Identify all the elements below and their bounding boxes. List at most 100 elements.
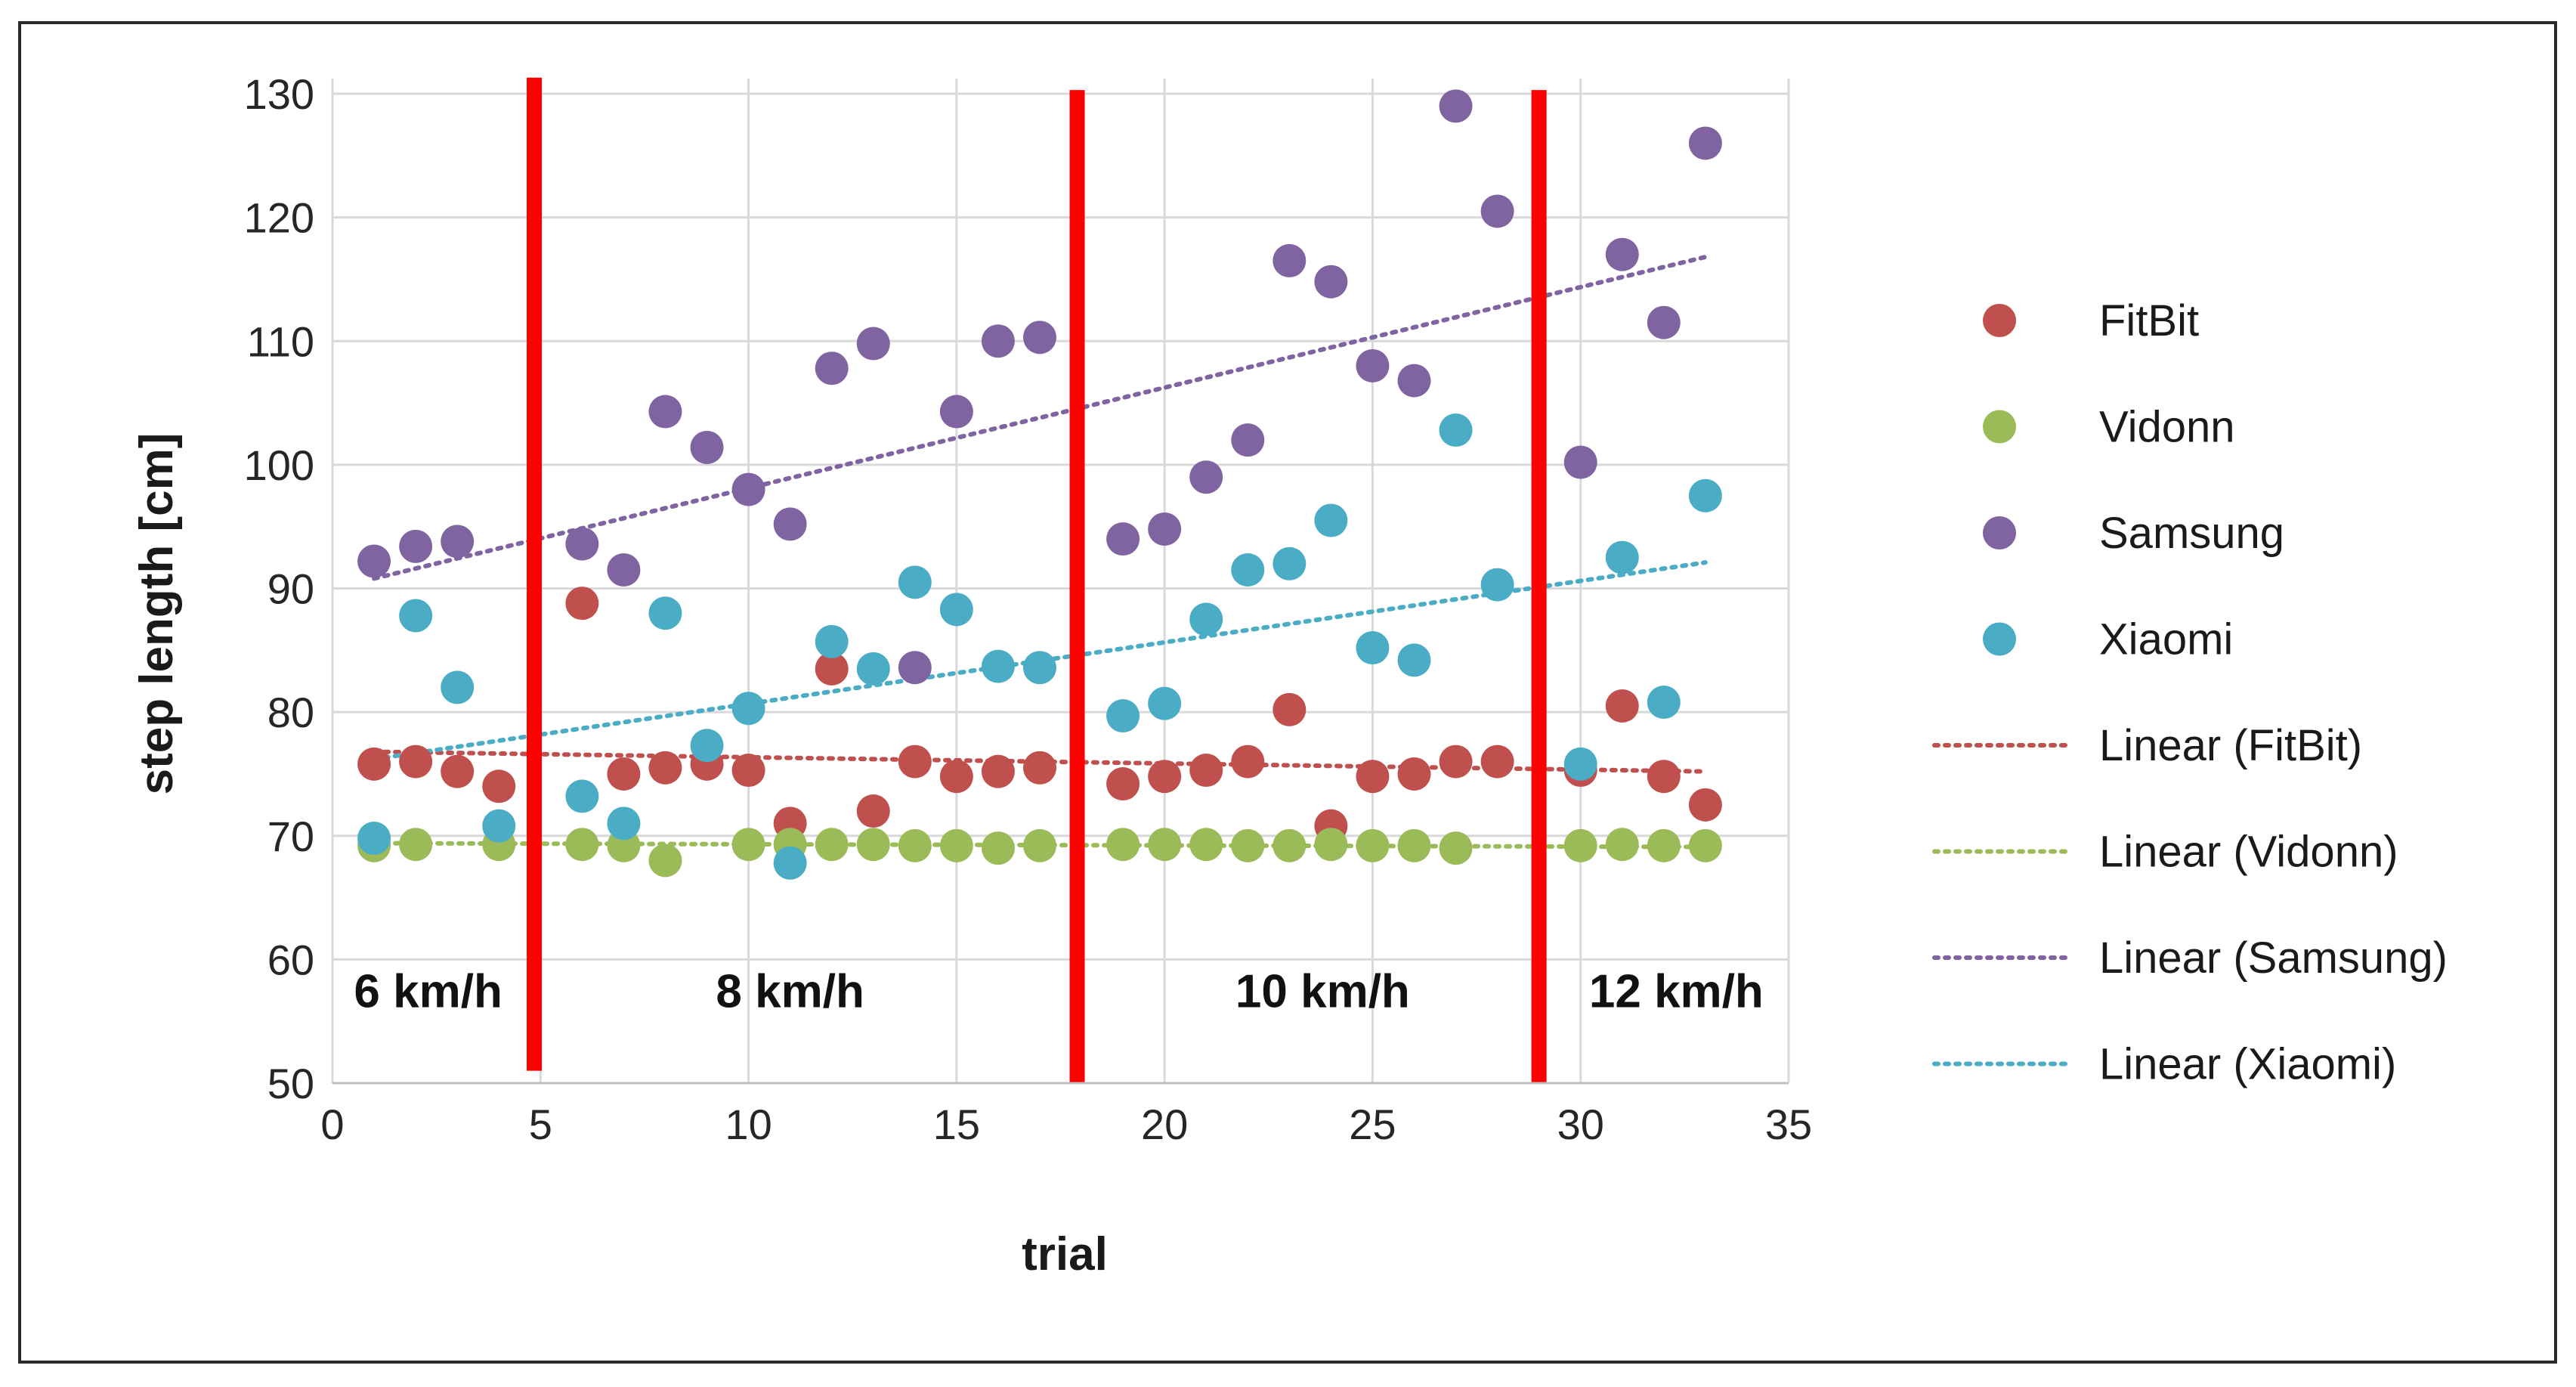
data-point-samsung	[1605, 237, 1639, 271]
data-point-samsung	[1022, 320, 1056, 354]
data-point-xiaomi	[773, 846, 807, 880]
data-point-fitbit	[565, 587, 599, 621]
x-tick-label: 25	[1349, 1101, 1396, 1148]
legend-marker-vidonn	[1983, 410, 2016, 444]
data-point-vidonn	[1314, 828, 1348, 862]
data-point-xiaomi	[482, 809, 516, 843]
y-tick-label: 130	[244, 70, 314, 118]
data-point-fitbit	[731, 754, 765, 788]
data-point-xiaomi	[1480, 568, 1514, 602]
legend-label: Linear (Vidonn)	[2099, 828, 2398, 877]
data-point-xiaomi	[690, 729, 724, 763]
data-point-vidonn	[1231, 828, 1265, 862]
y-tick-label: 90	[267, 565, 314, 613]
data-point-samsung	[1563, 445, 1597, 479]
y-axis-title: step length [cm]	[131, 433, 183, 795]
data-point-fitbit	[357, 747, 391, 781]
data-point-samsung	[1688, 126, 1722, 160]
data-point-xiaomi	[607, 807, 641, 841]
data-point-xiaomi	[1314, 503, 1348, 537]
data-point-fitbit	[939, 760, 973, 794]
y-tick-label: 110	[247, 317, 314, 365]
y-tick-label: 80	[267, 689, 314, 736]
data-point-vidonn	[1397, 828, 1431, 862]
data-point-samsung	[773, 507, 807, 541]
legend: FitBit Vidonn Samsung Xiaomi Linear (FitBit)…	[1932, 296, 2448, 1089]
x-tick-label: 30	[1557, 1101, 1604, 1148]
data-point-fitbit	[856, 794, 890, 828]
speed-label: 8 km/h	[716, 966, 864, 1018]
data-point-vidonn	[856, 828, 890, 862]
data-point-samsung	[939, 395, 973, 429]
data-point-fitbit	[815, 652, 849, 686]
data-point-xiaomi	[981, 649, 1015, 683]
data-point-vidonn	[1605, 828, 1639, 862]
data-point-xiaomi	[939, 593, 973, 627]
data-point-samsung	[1148, 512, 1182, 546]
data-point-vidonn	[1189, 828, 1223, 862]
data-point-fitbit	[648, 751, 682, 785]
legend-marker-samsung	[1983, 516, 2016, 550]
data-point-vidonn	[815, 828, 849, 862]
data-point-xiaomi	[441, 670, 475, 704]
data-point-xiaomi	[1647, 686, 1681, 720]
axis-layer: 0 5 10 15 20 25 30 35 50 60 70 80 90 100 110 120 130	[244, 70, 1813, 1148]
data-point-fitbit	[1397, 757, 1431, 791]
trendline-xiaomi	[372, 560, 1708, 762]
data-point-samsung	[399, 529, 433, 563]
y-tick-label: 120	[244, 194, 314, 242]
x-tick-label: 20	[1141, 1101, 1188, 1148]
data-point-samsung	[690, 430, 724, 464]
data-point-vidonn	[1022, 828, 1056, 862]
data-point-samsung	[607, 553, 641, 587]
data-point-fitbit	[441, 754, 475, 788]
y-tick-label: 100	[244, 441, 314, 489]
legend-marker-fitbit	[1983, 304, 2016, 337]
x-tick-label: 15	[933, 1101, 980, 1148]
data-point-xiaomi	[565, 779, 599, 813]
data-point-fitbit	[1356, 760, 1390, 794]
x-tick-label: 35	[1765, 1101, 1812, 1148]
speed-label: 6 km/h	[354, 966, 502, 1018]
data-point-xiaomi	[648, 596, 682, 630]
data-point-vidonn	[939, 828, 973, 862]
data-point-fitbit	[1231, 745, 1265, 779]
data-point-samsung	[815, 351, 849, 385]
legend-marker-xiaomi	[1983, 622, 2016, 656]
data-point-samsung	[1356, 348, 1390, 382]
data-point-samsung	[1314, 265, 1348, 299]
data-point-xiaomi	[1688, 478, 1722, 512]
data-point-fitbit	[607, 757, 641, 791]
data-point-vidonn	[1439, 831, 1473, 865]
data-point-xiaomi	[815, 624, 849, 658]
legend-label: Samsung	[2099, 509, 2284, 558]
data-point-vidonn	[981, 831, 1015, 865]
data-point-samsung	[1106, 522, 1140, 556]
data-point-xiaomi	[1356, 631, 1390, 665]
data-point-xiaomi	[357, 822, 391, 856]
data-point-xiaomi	[731, 692, 765, 726]
trendline-samsung	[372, 254, 1708, 581]
data-point-samsung	[648, 395, 682, 429]
data-point-xiaomi	[399, 599, 433, 633]
x-axis-title: trial	[1022, 1228, 1108, 1280]
data-point-fitbit	[399, 745, 433, 779]
y-tick-label: 60	[267, 936, 314, 983]
data-point-fitbit	[1439, 745, 1473, 779]
data-point-vidonn	[1106, 828, 1140, 862]
data-point-vidonn	[565, 828, 599, 862]
data-point-samsung	[1480, 194, 1514, 228]
legend-label: Linear (Samsung)	[2099, 933, 2448, 983]
speed-label: 12 km/h	[1589, 966, 1764, 1018]
data-point-fitbit	[1605, 689, 1639, 723]
speed-label: 10 km/h	[1235, 966, 1410, 1018]
data-point-samsung	[441, 525, 475, 559]
data-point-xiaomi	[1148, 686, 1182, 720]
data-point-fitbit	[981, 754, 1015, 788]
data-point-fitbit	[1106, 767, 1140, 801]
data-point-samsung	[981, 324, 1015, 358]
data-point-xiaomi	[1563, 747, 1597, 781]
data-point-vidonn	[731, 828, 765, 862]
data-point-samsung	[1273, 243, 1307, 277]
data-point-samsung	[1647, 305, 1681, 339]
